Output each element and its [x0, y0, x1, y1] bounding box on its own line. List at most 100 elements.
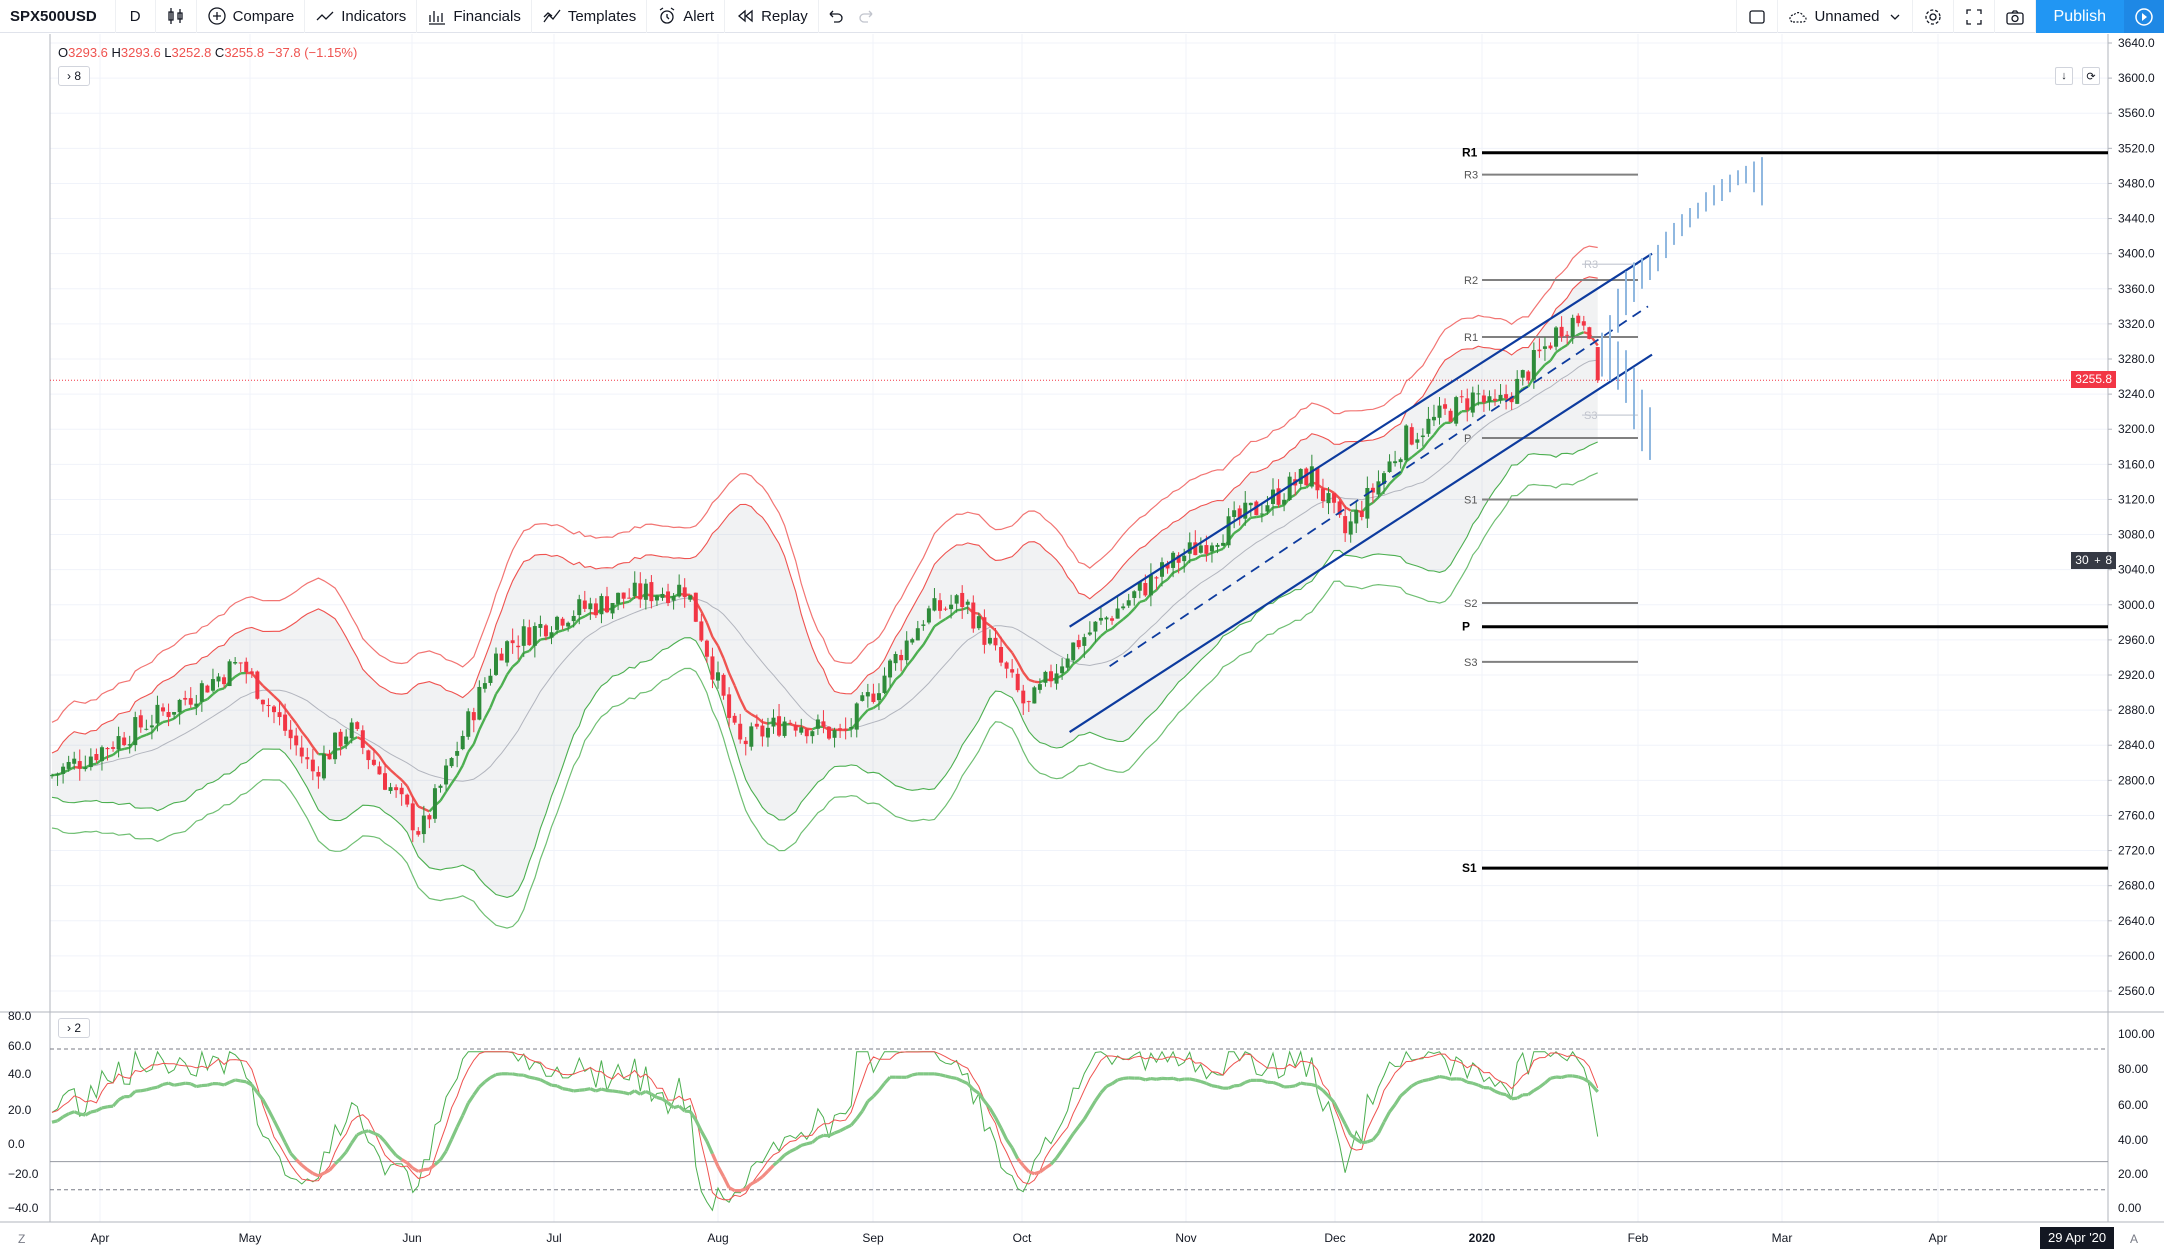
snapshot-button[interactable]: [1995, 0, 2036, 33]
publish-menu-button[interactable]: [2124, 0, 2164, 33]
candle-body: [1259, 513, 1264, 515]
candle-body: [1465, 398, 1470, 410]
osc-smooth-segment: [1088, 1099, 1097, 1111]
price-tick-label: 3440.0: [2118, 212, 2155, 226]
symbol-search-button[interactable]: SPX500USD: [0, 0, 116, 33]
templates-button[interactable]: Templates: [532, 0, 648, 33]
add-price-button[interactable]: +: [2089, 552, 2106, 569]
candle-body: [149, 725, 154, 728]
chart-canvas[interactable]: R1 P S1 R3 R2 R1 P S1 S2 S3 R3 S3 3640.0 3600.0 3560.…: [0, 34, 2164, 1256]
settings-button[interactable]: [1913, 0, 1954, 33]
candle-body: [194, 703, 199, 707]
osc-smooth-segment: [1071, 1125, 1081, 1135]
osc-smooth-segment: [977, 1092, 986, 1102]
candle-body: [788, 722, 793, 724]
financials-button[interactable]: Financials: [417, 0, 532, 33]
chevron-right-icon: ›: [66, 69, 75, 83]
osc-smooth-segment: [135, 1089, 141, 1093]
layout-name-button[interactable]: Unnamed: [1778, 0, 1913, 33]
timezone-button[interactable]: Z: [18, 1232, 26, 1246]
auto-scale-button[interactable]: A: [2129, 1232, 2138, 1246]
osc-smooth-segment: [1533, 1085, 1541, 1092]
replay-button[interactable]: Replay: [725, 0, 819, 33]
osc-smooth-segment: [107, 1104, 114, 1109]
osc-smooth-segment: [389, 1147, 398, 1157]
ema-segment: [445, 782, 453, 793]
publish-button[interactable]: Publish: [2035, 0, 2124, 33]
fullscreen-toggle-button[interactable]: [1736, 0, 1779, 33]
candle-body: [1459, 396, 1464, 398]
osc-smooth-segment: [950, 1075, 957, 1081]
osc-smooth-segment: [312, 1171, 320, 1178]
ema-segment: [1177, 565, 1185, 572]
ema-segment: [1066, 663, 1075, 672]
ema-segment: [1005, 645, 1014, 654]
interval-button[interactable]: D: [116, 0, 156, 33]
osc-smooth-segment: [167, 1081, 175, 1087]
osc-smooth-segment: [444, 1138, 454, 1152]
candle-body: [116, 736, 121, 750]
ema-segment: [756, 716, 764, 724]
osc-smooth-segment: [1178, 1077, 1185, 1082]
candle-body: [1398, 459, 1403, 463]
ema-segment: [450, 774, 459, 785]
osc-smooth-segment: [966, 1082, 975, 1091]
date-badge: 29 Apr '20: [2040, 1227, 2115, 1249]
osc-smooth-segment: [423, 1167, 430, 1172]
osc-smooth-segment: [1055, 1149, 1064, 1159]
candle-body: [1071, 642, 1076, 661]
osc-smooth-segment: [1511, 1096, 1518, 1101]
chart-style-button[interactable]: [156, 0, 197, 33]
osc-smooth-segment: [999, 1127, 1009, 1141]
candle-body: [727, 694, 732, 718]
candle-body: [1098, 617, 1103, 621]
candle-body: [638, 583, 643, 600]
ema-segment: [400, 779, 409, 787]
candle-body: [1526, 371, 1531, 381]
ema-segment: [1278, 503, 1285, 508]
oscillator-toggle-button[interactable]: › 2: [58, 1018, 90, 1038]
candle-body: [804, 729, 809, 737]
candle-body: [1298, 469, 1303, 484]
expand-button[interactable]: [1954, 0, 1995, 33]
ema-segment: [1421, 440, 1430, 450]
osc-smooth-segment: [84, 1110, 92, 1117]
candle-body: [188, 698, 193, 705]
undo-button[interactable]: [819, 0, 851, 33]
indicators-button[interactable]: Indicators: [305, 0, 418, 33]
osc-smooth-segment: [855, 1110, 864, 1120]
reset-scale-button[interactable]: ⟳: [2082, 67, 2100, 85]
candle-body: [599, 595, 604, 615]
weekly-pivot-label: S2: [1464, 598, 1477, 610]
candle-body: [682, 587, 687, 598]
candle-body: [222, 677, 227, 685]
compare-button[interactable]: Compare: [197, 0, 306, 33]
candle-body: [549, 632, 554, 638]
candle-body: [366, 750, 371, 761]
redo-button[interactable]: [851, 0, 883, 33]
candle-body: [399, 787, 404, 795]
candle-body: [632, 582, 637, 597]
chevron-right-icon: ›: [66, 1021, 75, 1035]
osc-smooth-segment: [1227, 1084, 1235, 1090]
osc-smooth-segment: [1433, 1075, 1440, 1080]
indicators-toggle-button[interactable]: › 8: [58, 66, 90, 86]
osc-smooth-segment: [617, 1090, 624, 1095]
alert-button[interactable]: Alert: [647, 0, 726, 33]
osc-smooth-segment: [806, 1140, 813, 1146]
trend-channel[interactable]: [1069, 252, 1653, 733]
ema-segment: [1272, 505, 1279, 509]
price-tick-label: 3400.0: [2118, 247, 2155, 261]
osc-smooth-segment: [612, 1089, 619, 1094]
ema-segment: [889, 678, 897, 689]
osc-smooth-segment: [688, 1110, 698, 1121]
osc-smooth-segment: [673, 1104, 680, 1110]
candle-body: [238, 662, 243, 664]
candle-body: [272, 706, 276, 713]
scroll-down-button[interactable]: ↓: [2055, 67, 2073, 85]
price-tick-label: 2720.0: [2118, 844, 2155, 858]
osc-smooth-segment: [228, 1078, 236, 1084]
candle-body: [810, 731, 815, 737]
ema-segment: [1383, 483, 1391, 493]
osc-smooth-segment: [528, 1075, 536, 1080]
